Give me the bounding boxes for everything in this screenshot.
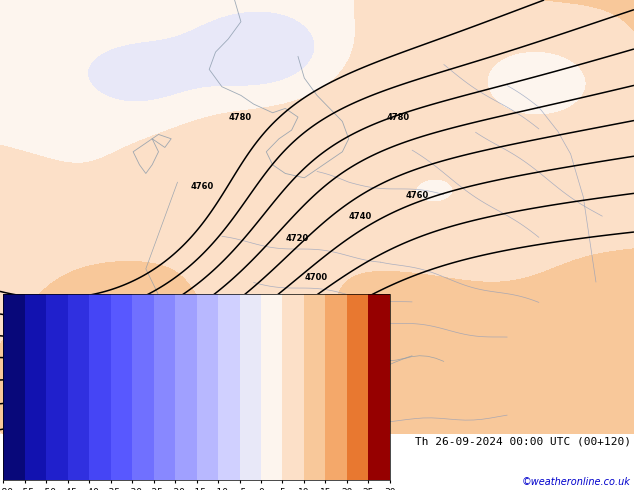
- Text: 4680: 4680: [298, 312, 321, 321]
- Text: 4740: 4740: [349, 212, 372, 221]
- Text: 4780: 4780: [228, 113, 251, 122]
- Text: ©weatheronline.co.uk: ©weatheronline.co.uk: [522, 477, 631, 487]
- Text: 4640: 4640: [273, 399, 296, 408]
- Text: 4780: 4780: [387, 113, 410, 122]
- Text: Height/Temp. 1 hPa [gdmp][°C] GFS: Height/Temp. 1 hPa [gdmp][°C] GFS: [3, 437, 226, 446]
- Text: Th 26-09-2024 00:00 UTC (00+120): Th 26-09-2024 00:00 UTC (00+120): [415, 437, 631, 446]
- Text: 4760: 4760: [190, 182, 214, 191]
- Text: 4700: 4700: [304, 273, 327, 282]
- Text: 4760: 4760: [406, 191, 429, 199]
- Text: 4660: 4660: [292, 351, 315, 360]
- Text: 4720: 4720: [285, 234, 309, 243]
